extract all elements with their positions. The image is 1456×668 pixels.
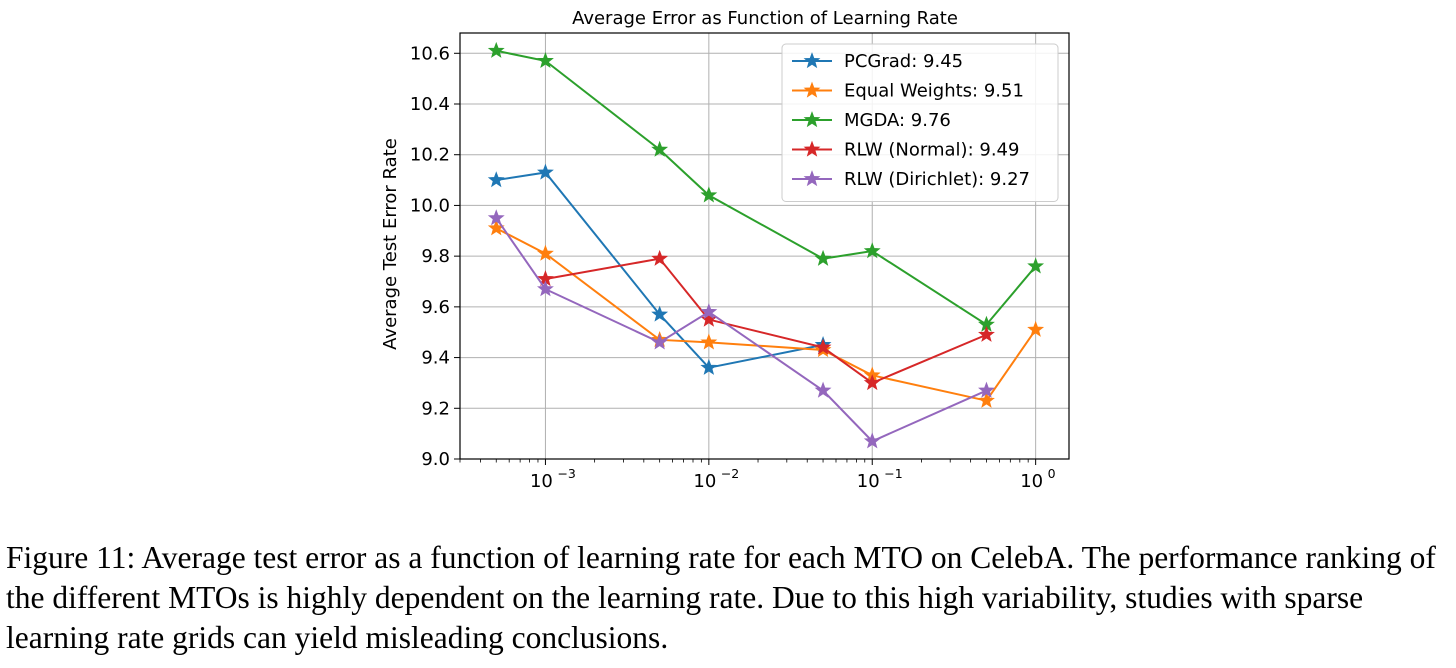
y-tick-label: 10.4 <box>410 94 450 115</box>
line-chart-figure: Average Error as Function of Learning Ra… <box>380 8 1070 492</box>
legend-star-marker <box>803 140 821 157</box>
data-point-star <box>978 391 995 408</box>
axis-ticks: 9.0 9.2 9.4 9.6 9.8 10.0 10.2 10.4 10.6 10 −3 10 −2 1… <box>410 43 1056 492</box>
data-point-star <box>537 244 554 261</box>
y-axis-label: Average Test Error Rate <box>380 138 401 350</box>
legend: PCGrad: 9.45 Equal Weights: 9.51 MGDA: 9.7… <box>781 43 1059 202</box>
data-point-star <box>700 358 718 375</box>
plot-frame <box>459 32 1070 460</box>
data-point-star <box>863 374 881 391</box>
data-point-star <box>1027 320 1045 337</box>
legend-star-marker <box>803 52 821 69</box>
x-tick-label: 10 <box>693 471 716 492</box>
legend-entry-label: RLW (Normal): 9.49 <box>844 140 1019 161</box>
data-point-star <box>537 280 554 297</box>
data-point-star <box>537 163 554 180</box>
legend-star-marker <box>803 81 821 98</box>
legend-star-marker <box>803 170 821 187</box>
y-tick-label: 9.0 <box>421 449 450 470</box>
x-tick-label: 10 <box>1020 471 1043 492</box>
y-tick-label: 9.8 <box>421 246 450 267</box>
legend-entry-label: RLW (Dirichlet): 9.27 <box>844 169 1030 190</box>
series-line <box>496 49 1037 326</box>
y-tick-label: 9.6 <box>421 297 450 318</box>
data-point-star <box>700 333 718 350</box>
data-point-star <box>487 209 505 226</box>
y-tick-label: 10.2 <box>410 145 450 166</box>
data-point-star <box>814 249 832 266</box>
x-tick-exponent: 0 <box>1048 466 1056 481</box>
data-point-star <box>863 242 881 259</box>
data-point-star <box>651 140 669 157</box>
legend-entry-label: MGDA: 9.76 <box>844 110 951 131</box>
y-tick-label: 9.2 <box>421 398 450 419</box>
data-point-star <box>978 325 995 342</box>
x-tick-exponent: −1 <box>884 466 902 481</box>
data-point-star <box>651 249 669 266</box>
data-point-star <box>978 381 995 398</box>
y-tick-label: 9.4 <box>421 348 450 369</box>
legend-box <box>781 43 1059 202</box>
data-point-star <box>700 303 718 320</box>
series-lines <box>487 41 1045 449</box>
data-point-star <box>700 186 718 203</box>
series-line <box>495 227 1037 402</box>
x-tick-label: 10 <box>857 471 880 492</box>
data-point-star <box>651 305 669 322</box>
x-tick-exponent: −2 <box>721 466 739 481</box>
data-point-star <box>651 333 669 350</box>
y-tick-label: 10.0 <box>410 195 450 216</box>
data-point-star <box>863 432 881 449</box>
legend-entry-label: PCGrad: 9.45 <box>844 51 963 72</box>
data-point-star <box>1027 257 1045 274</box>
chart-title: Average Error as Function of Learning Ra… <box>572 8 958 29</box>
data-point-star <box>814 381 832 398</box>
data-point-star <box>487 171 505 188</box>
series-line <box>545 257 987 385</box>
data-point-star <box>814 338 832 355</box>
legend-star-marker <box>803 111 821 128</box>
figure-caption: Figure 11: Average test error as a funct… <box>6 540 1436 655</box>
data-point-star <box>537 52 554 69</box>
x-tick-exponent: −3 <box>557 466 575 481</box>
y-tick-label: 10.6 <box>410 43 450 64</box>
x-tick-label: 10 <box>530 471 553 492</box>
data-point-star <box>487 41 505 58</box>
legend-entry-label: Equal Weights: 9.51 <box>844 81 1024 102</box>
series-line <box>495 217 987 443</box>
